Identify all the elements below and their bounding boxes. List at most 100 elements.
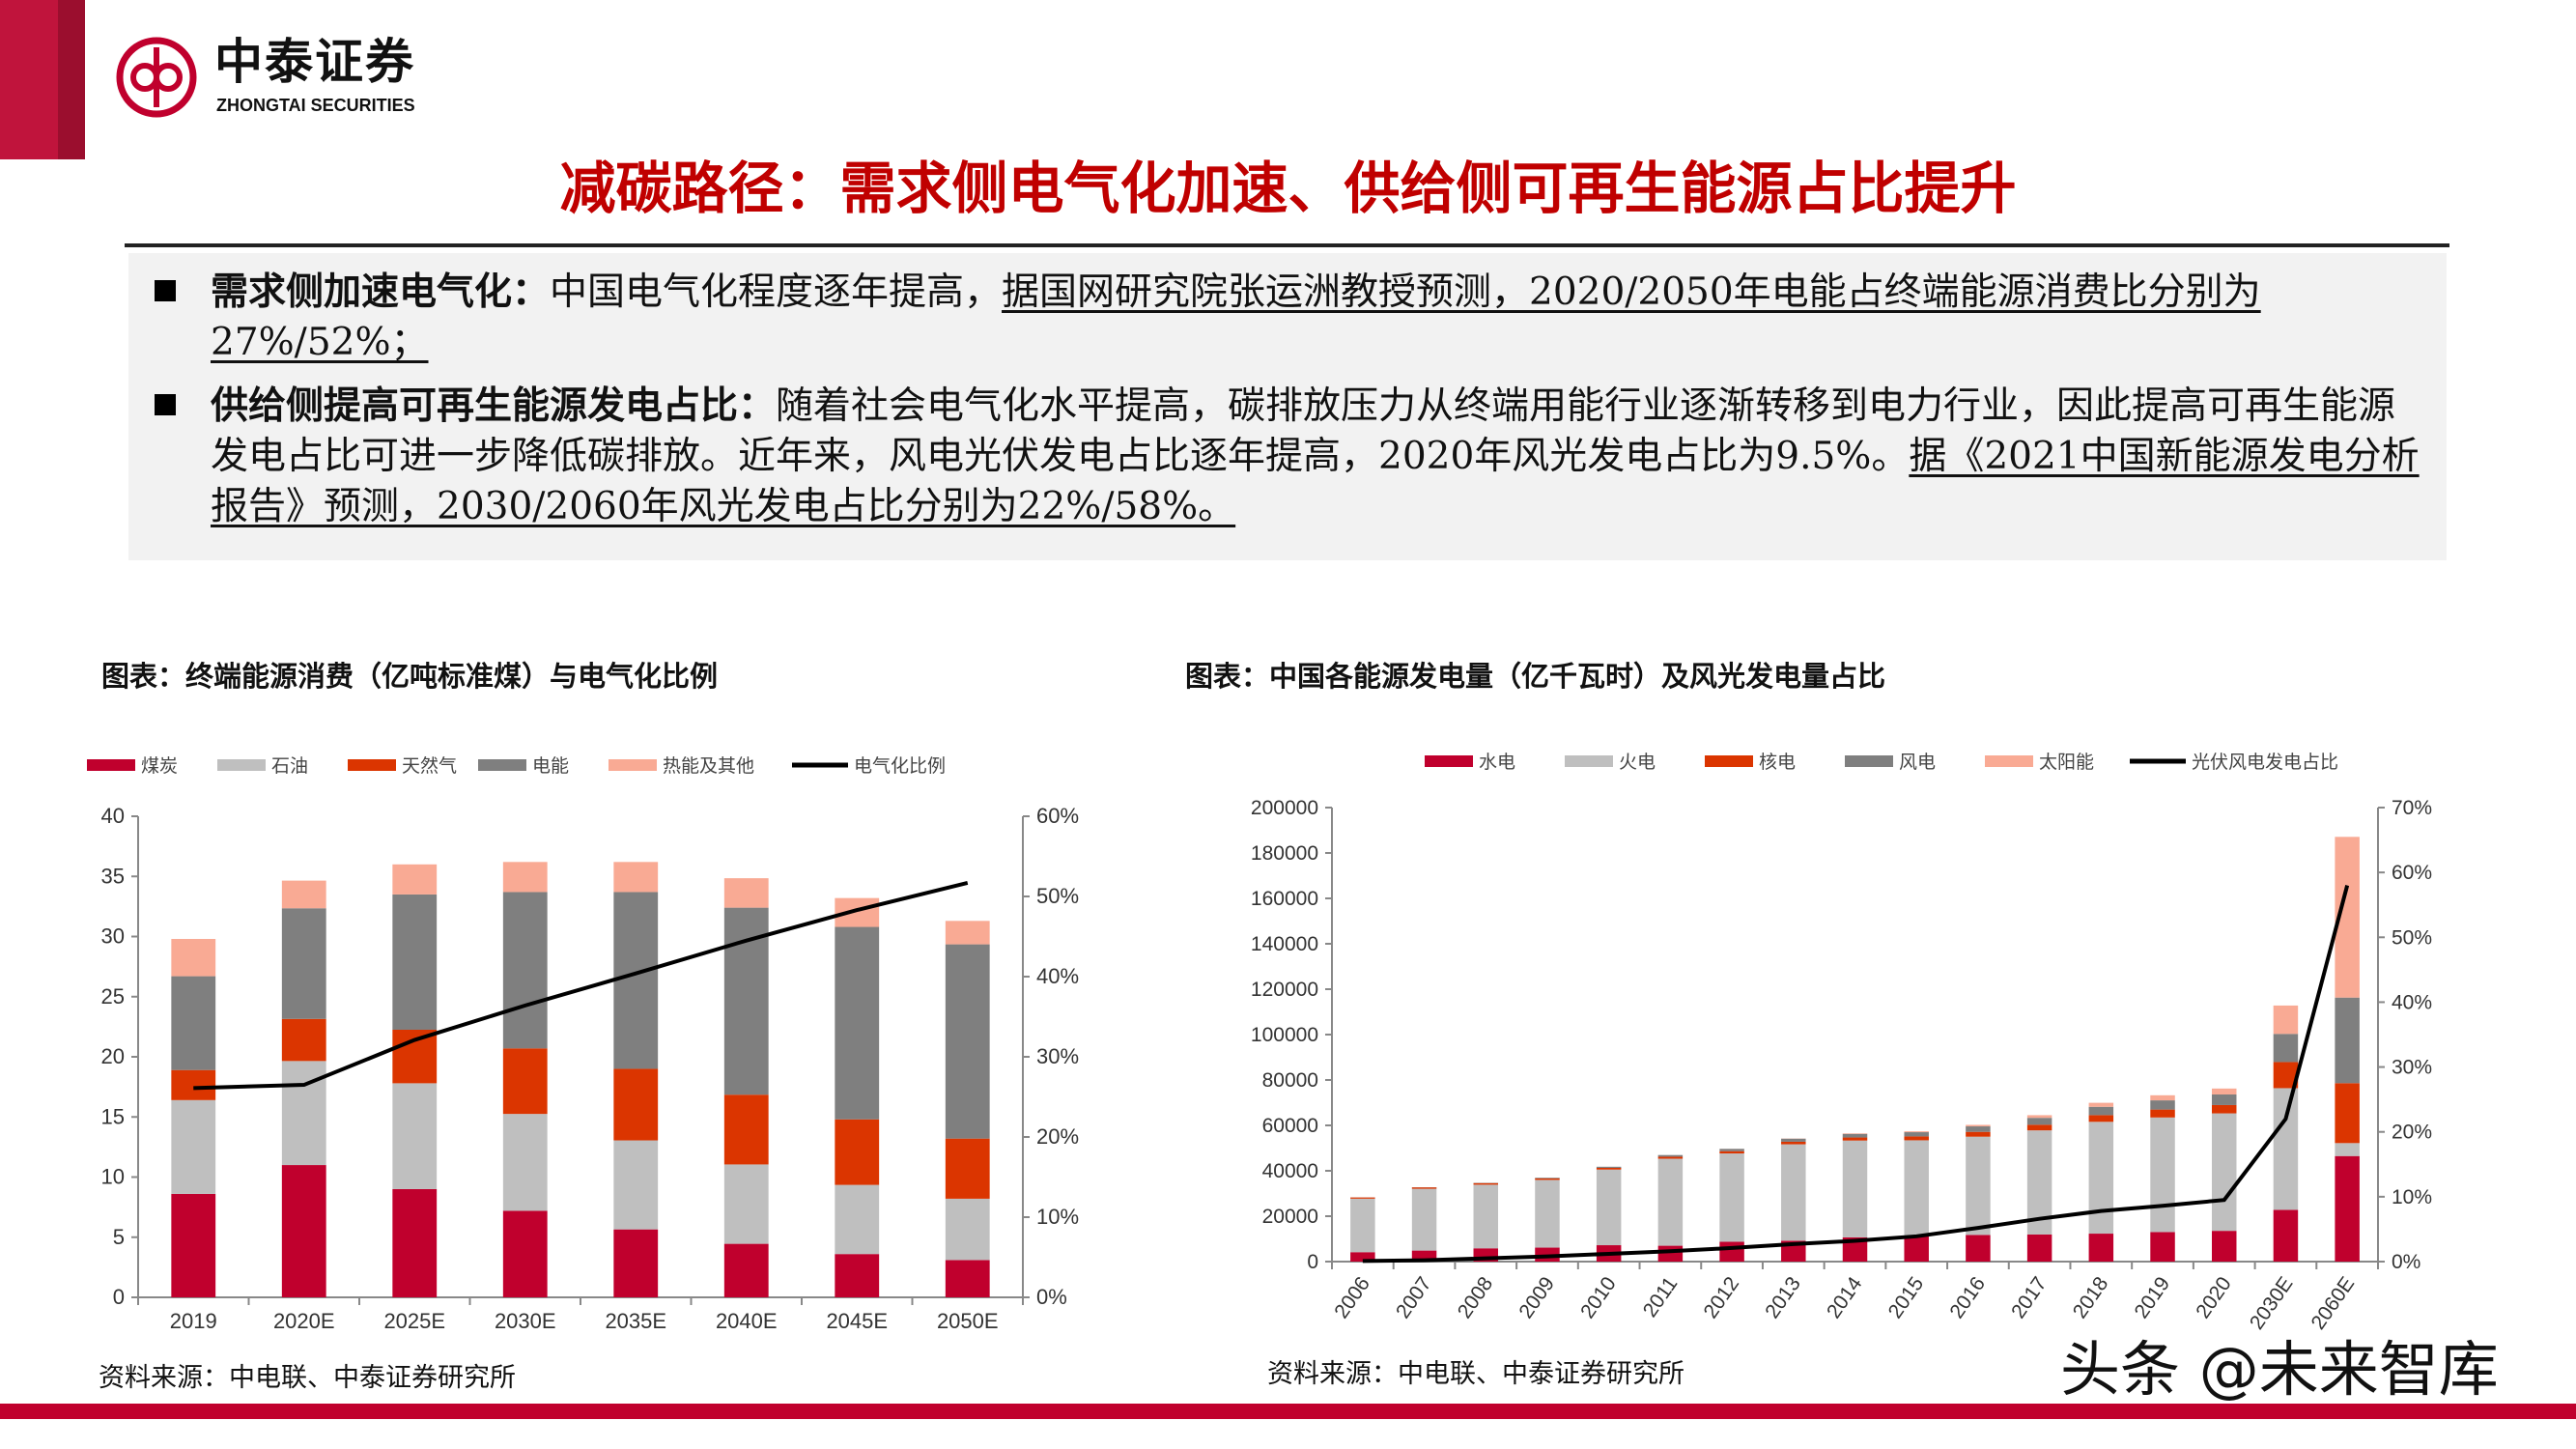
legend-swatch-煤炭 — [87, 759, 135, 771]
bar-风电-2014 — [1842, 1133, 1868, 1138]
bar-核电-2018 — [2088, 1115, 2114, 1122]
bar-风电-2015 — [1904, 1132, 1929, 1137]
x-tick-label: 2019 — [2130, 1273, 2174, 1322]
legend-swatch-太阳能 — [1985, 755, 2033, 767]
x-tick-label: 2019 — [170, 1309, 217, 1333]
bullet-square-icon — [155, 280, 176, 301]
x-tick-label: 2030E — [495, 1309, 556, 1333]
x-tick-label: 2013 — [1761, 1273, 1805, 1322]
y2-tick-label: 0% — [2392, 1251, 2420, 1273]
bar-核电-2060E — [2335, 1083, 2360, 1144]
y-tick-label: 40000 — [1262, 1160, 1318, 1182]
bar-风电-2020 — [2211, 1094, 2237, 1105]
bar-火电-2015 — [1904, 1140, 1929, 1236]
bar-水电-2020 — [2211, 1231, 2237, 1262]
bar-电能-2019 — [171, 976, 216, 1070]
bar-电能-2050E — [945, 944, 990, 1139]
chart-title-left: 图表：终端能源消费（亿吨标准煤）与电气化比例 — [101, 660, 719, 693]
bar-石油-2019 — [171, 1099, 216, 1194]
bar-水电-2017 — [2026, 1234, 2052, 1262]
chart-title-right: 图表：中国各能源发电量（亿千瓦时）及风光发电量占比 — [1185, 660, 1886, 693]
bar-天然气-2035E — [613, 1068, 659, 1141]
bar-天然气-2040E — [723, 1094, 769, 1165]
bar-太阳能-2030E — [2273, 1005, 2299, 1035]
bar-天然气-2025E — [392, 1029, 438, 1084]
bar-热能及其他-2035E — [613, 862, 659, 893]
bar-电能-2045E — [835, 926, 880, 1120]
bar-电能-2025E — [392, 894, 438, 1030]
legend-swatch-火电 — [1565, 755, 1613, 767]
bar-火电-2020 — [2211, 1113, 2237, 1232]
bar-天然气-2050E — [945, 1138, 990, 1199]
bar-热能及其他-2020E — [281, 880, 326, 909]
bar-火电-2010 — [1596, 1169, 1622, 1246]
x-tick-label: 2010 — [1576, 1273, 1621, 1322]
bar-风电-2012 — [1719, 1149, 1744, 1151]
y2-tick-label: 60% — [1036, 804, 1079, 828]
bar-水电-2018 — [2088, 1234, 2114, 1262]
x-tick-label: 2011 — [1639, 1273, 1683, 1321]
bar-电能-2030E — [502, 892, 548, 1049]
legend-swatch-天然气 — [348, 759, 396, 771]
bar-核电-2012 — [1719, 1151, 1744, 1154]
bar-热能及其他-2050E — [945, 921, 990, 945]
y2-tick-label: 50% — [2392, 926, 2432, 949]
x-tick-label: 2020E — [273, 1309, 335, 1333]
bar-火电-2006 — [1350, 1198, 1375, 1253]
bar-核电-2007 — [1411, 1187, 1437, 1189]
bar-水电-2019 — [2150, 1232, 2175, 1262]
bar-水电-2016 — [1966, 1235, 1991, 1262]
bar-热能及其他-2025E — [392, 864, 438, 895]
bullet-supply: 供给侧提高可再生能源发电占比：随着社会电气化水平提高，碳排放压力从终端用能行业逐… — [211, 381, 2432, 532]
bar-火电-2016 — [1966, 1136, 1991, 1236]
legend-label: 石油 — [271, 755, 308, 777]
bullet-demand: 需求侧加速电气化：中国电气化程度逐年提高，据国网研究院张运洲教授预测，2020/… — [211, 267, 2432, 368]
bullet-underlined-text: 据国网研究院张运洲教授预测，2020/2050年电能占终端能源消费比分别为27%… — [211, 270, 2261, 364]
corner-accent-bar-dark — [58, 0, 85, 159]
bar-电能-2020E — [281, 908, 326, 1019]
y-tick-label: 200000 — [1251, 797, 1318, 819]
bar-太阳能-2016 — [1966, 1124, 1991, 1127]
x-tick-label: 2008 — [1454, 1273, 1498, 1322]
y2-tick-label: 40% — [1036, 964, 1079, 988]
bullet-text: 中国电气化程度逐年提高， — [550, 270, 1003, 314]
bar-煤炭-2019 — [171, 1193, 216, 1297]
bar-水电-2006 — [1350, 1252, 1375, 1262]
y-tick-label: 180000 — [1251, 842, 1318, 865]
x-tick-label: 2017 — [2007, 1273, 2052, 1322]
legend-label: 核电 — [1759, 752, 1796, 773]
chart-energy-consumption: 0 5 10 15 20 25 30 35 40 0% 10% 20% 30% 40% 50% 60% 2019… — [87, 755, 1079, 1333]
bar-火电-2007 — [1411, 1188, 1437, 1251]
y-tick-label: 140000 — [1251, 933, 1318, 955]
x-tick-label: 2016 — [1945, 1273, 1990, 1322]
y-tick-label: 20 — [101, 1044, 125, 1068]
bar-天然气-2045E — [835, 1119, 880, 1185]
bar-风电-2060E — [2335, 997, 2360, 1084]
x-tick-label: 2014 — [1823, 1272, 1867, 1322]
bar-火电-2030E — [2273, 1088, 2299, 1210]
y-tick-label: 40 — [101, 804, 125, 828]
x-tick-label: 2030E — [2246, 1273, 2298, 1334]
bullet-text: 随着社会电气化水平提高，碳排放压力从终端用能行业逐渐转移到电力行业，因此提高可再… — [211, 384, 2396, 478]
bar-水电-2060E — [2335, 1155, 2360, 1262]
bar-天然气-2019 — [171, 1069, 216, 1100]
legend-label: 热能及其他 — [663, 755, 754, 777]
bar-石油-2025E — [392, 1083, 438, 1189]
bar-火电-2012 — [1719, 1153, 1744, 1242]
y-tick-label: 35 — [101, 864, 125, 888]
line-电气化比例 — [193, 880, 969, 1091]
y2-tick-label: 60% — [2392, 862, 2432, 884]
bar-太阳能-2020 — [2211, 1088, 2237, 1094]
legend-swatch-石油 — [217, 759, 266, 771]
bar-核电-2019 — [2150, 1109, 2175, 1118]
bar-水电-2007 — [1411, 1250, 1437, 1262]
bar-热能及其他-2019 — [171, 938, 216, 977]
bar-石油-2035E — [613, 1140, 659, 1230]
y-tick-label: 0 — [1307, 1251, 1318, 1273]
bullet-underlined-text: 据《2021中国新能源发电分析报告》预测，2030/2060年风光发电占比分别为… — [211, 435, 2420, 528]
legend-label: 电气化比例 — [854, 755, 946, 777]
bar-太阳能-2015 — [1904, 1131, 1929, 1133]
legend-swatch-电能 — [478, 759, 526, 771]
legend-swatch-风电 — [1845, 755, 1893, 767]
bar-热能及其他-2030E — [502, 862, 548, 893]
